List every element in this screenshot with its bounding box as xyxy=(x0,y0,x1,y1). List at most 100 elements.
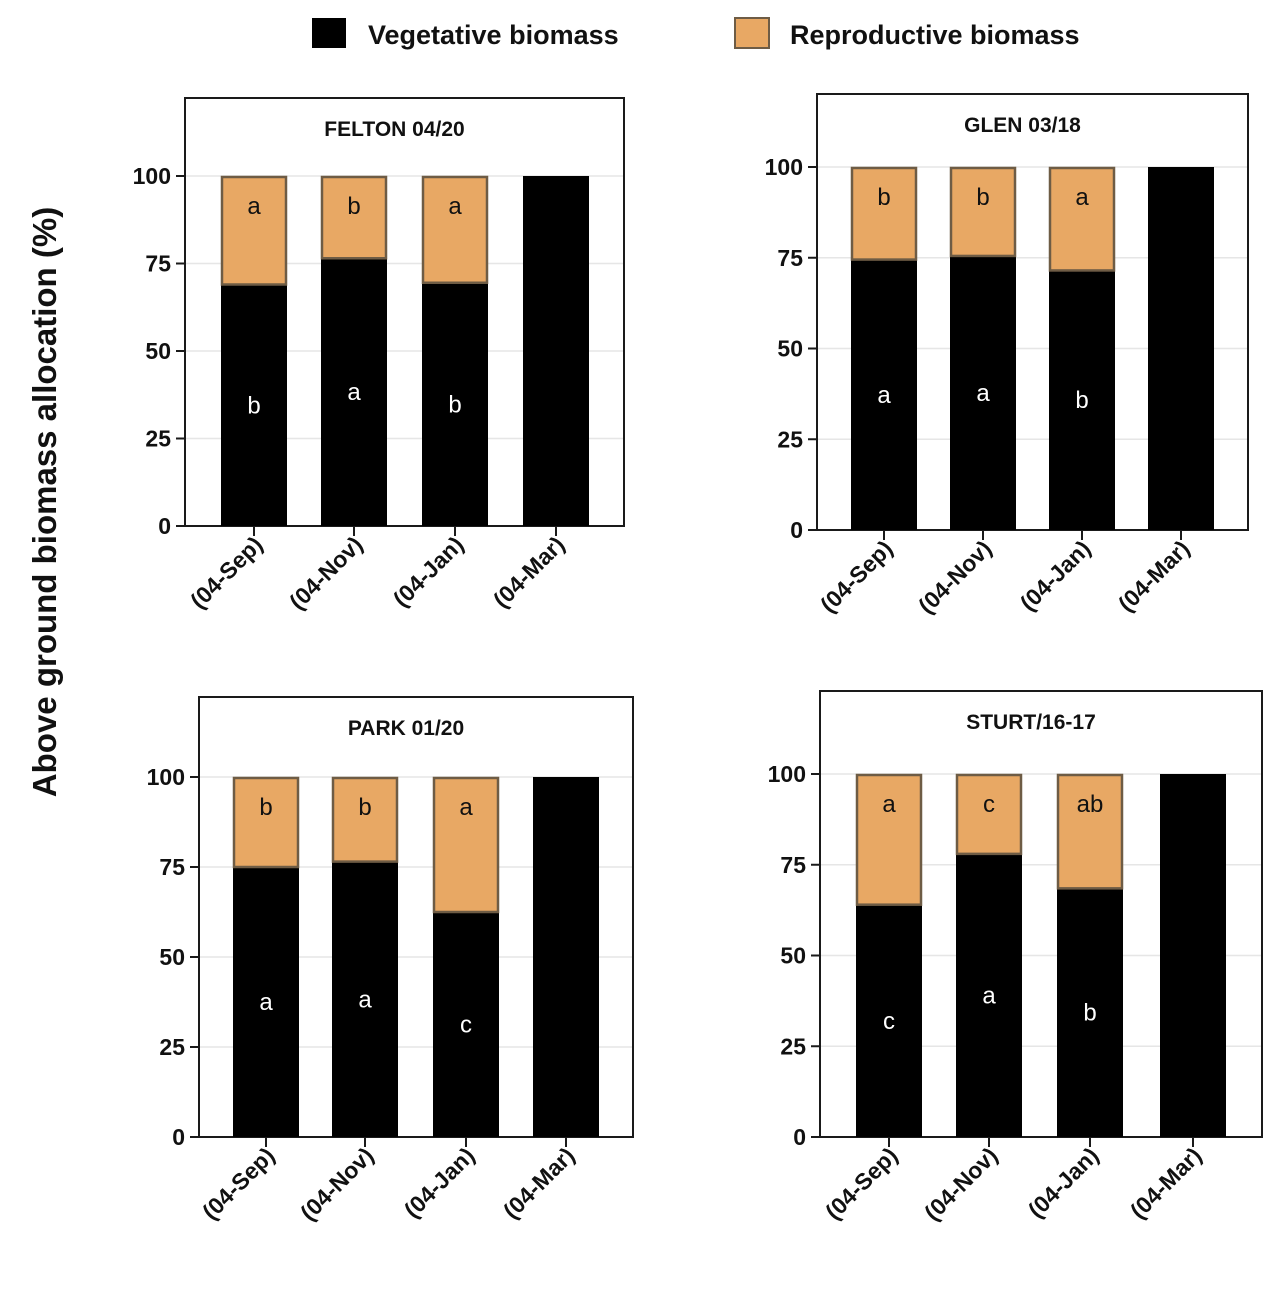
vegetative-letter: a xyxy=(259,989,273,1016)
panel-title: GLEN 03/18 xyxy=(964,114,1081,137)
y-tick-label: 75 xyxy=(145,251,171,277)
panel-frame xyxy=(819,690,1263,1138)
y-tick-label: 50 xyxy=(159,944,185,970)
bar-vegetative xyxy=(433,912,499,1137)
reproductive-letter: a xyxy=(448,193,462,220)
bar-reproductive xyxy=(421,175,489,284)
y-tick-label: 25 xyxy=(145,426,171,452)
bar-vegetative xyxy=(956,853,1022,1137)
bar-vegetative xyxy=(1160,774,1226,1137)
bar-vegetative xyxy=(422,282,488,526)
bar-reproductive xyxy=(949,166,1017,258)
y-tick-label: 50 xyxy=(145,338,171,364)
bar-reproductive xyxy=(1048,166,1116,272)
legend-label-vegetative: Vegetative biomass xyxy=(368,20,619,50)
vegetative-letter: c xyxy=(883,1008,895,1035)
x-tick-label: (04-Nov) xyxy=(913,535,996,618)
x-tick-label: (04-Nov) xyxy=(284,531,367,614)
bar-vegetative xyxy=(221,284,287,526)
reproductive-letter: c xyxy=(983,791,995,818)
panels: FELTON 04/200255075100ba(04-Sep)ab(04-No… xyxy=(133,93,1263,1226)
x-tick-label: (04-Mar) xyxy=(1113,535,1195,617)
bar-reproductive xyxy=(850,166,918,261)
reproductive-letter: a xyxy=(1075,184,1089,211)
x-tick-label: (04-Nov) xyxy=(295,1142,378,1225)
panel-title: PARK 01/20 xyxy=(348,717,464,740)
bar-vegetative xyxy=(233,867,299,1137)
panel-title: STURT/16-17 xyxy=(966,711,1096,734)
vegetative-letter: c xyxy=(460,1012,472,1039)
panel-0: FELTON 04/20 0 25 50 75 100 b a (04-Sep) a b (04-No… xyxy=(133,97,625,615)
reproductive-letter: b xyxy=(259,794,272,821)
vegetative-letter: a xyxy=(877,382,891,409)
bar-reproductive xyxy=(232,776,300,869)
y-tick-label: 25 xyxy=(777,426,803,452)
panel-1: GLEN 03/18 0 25 50 75 100 a b (04-Sep) a b (04-Nov)… xyxy=(765,93,1249,619)
y-tick-label: 100 xyxy=(768,761,806,787)
bar-vegetative xyxy=(856,904,922,1137)
y-tick-label: 100 xyxy=(765,154,803,180)
vegetative-letter: b xyxy=(448,391,461,418)
legend-swatch-reproductive xyxy=(734,17,770,49)
panel-frame xyxy=(184,97,625,527)
vegetative-letter: b xyxy=(247,392,260,419)
y-tick-label: 100 xyxy=(133,163,171,189)
y-tick-label: 0 xyxy=(790,517,803,543)
vegetative-letter: a xyxy=(982,982,996,1009)
bar-vegetative xyxy=(523,176,589,526)
y-tick-label: 25 xyxy=(159,1034,185,1060)
bar-vegetative xyxy=(1057,888,1123,1137)
x-tick-label: (04-Jan) xyxy=(388,531,469,612)
reproductive-letter: ab xyxy=(1077,791,1104,818)
bar-reproductive xyxy=(1056,773,1124,890)
panel-2: PARK 01/20 0 25 50 75 100 a b (04-Sep) a b (04-Nov)… xyxy=(147,696,634,1226)
y-tick-label: 50 xyxy=(777,336,803,362)
bar-vegetative xyxy=(332,861,398,1137)
y-tick-label: 0 xyxy=(158,513,171,539)
vegetative-letter: a xyxy=(347,379,361,406)
x-tick-label: (04-Sep) xyxy=(815,535,898,618)
y-axis-label: Above ground biomass allocation (%) xyxy=(26,207,63,797)
bar-reproductive xyxy=(220,175,288,286)
y-tick-label: 50 xyxy=(780,943,806,969)
legend: Vegetative biomass Reproductive biomass xyxy=(312,17,1080,50)
legend-swatch-vegetative xyxy=(312,18,346,48)
panel-frame xyxy=(816,93,1249,531)
bar-vegetative xyxy=(321,258,387,526)
reproductive-letter: a xyxy=(459,794,473,821)
bar-reproductive xyxy=(432,776,500,914)
y-tick-label: 100 xyxy=(147,764,185,790)
x-tick-label: (04-Sep) xyxy=(197,1142,280,1225)
bar-reproductive xyxy=(855,773,923,906)
y-tick-label: 25 xyxy=(780,1033,806,1059)
bar-reproductive xyxy=(331,776,399,863)
vegetative-letter: a xyxy=(976,380,990,407)
reproductive-letter: a xyxy=(247,193,261,220)
panel-title: FELTON 04/20 xyxy=(324,118,464,141)
reproductive-letter: a xyxy=(882,791,896,818)
bar-vegetative xyxy=(1049,270,1115,530)
y-tick-label: 75 xyxy=(159,854,185,880)
vegetative-letter: b xyxy=(1075,387,1088,414)
bar-reproductive xyxy=(955,773,1023,856)
reproductive-letter: b xyxy=(976,184,989,211)
x-tick-label: (04-Mar) xyxy=(498,1142,580,1224)
x-tick-label: (04-Nov) xyxy=(919,1142,1002,1225)
x-tick-label: (04-Mar) xyxy=(1125,1142,1207,1224)
x-tick-label: (04-Jan) xyxy=(399,1142,480,1223)
vegetative-letter: b xyxy=(1083,1000,1096,1027)
bar-vegetative xyxy=(1148,167,1214,530)
bar-vegetative xyxy=(533,777,599,1137)
x-tick-label: (04-Jan) xyxy=(1023,1142,1104,1223)
panel-3: STURT/16-17 0 25 50 75 100 c a (04-Sep) a c (04-Nov… xyxy=(768,690,1263,1226)
x-tick-label: (04-Jan) xyxy=(1015,535,1096,616)
y-tick-label: 75 xyxy=(780,852,806,878)
bar-vegetative xyxy=(851,259,917,530)
y-tick-label: 0 xyxy=(793,1124,806,1150)
y-tick-label: 75 xyxy=(777,245,803,271)
bar-reproductive xyxy=(320,175,388,260)
x-tick-label: (04-Sep) xyxy=(820,1142,903,1225)
reproductive-letter: b xyxy=(358,794,371,821)
vegetative-letter: a xyxy=(358,986,372,1013)
